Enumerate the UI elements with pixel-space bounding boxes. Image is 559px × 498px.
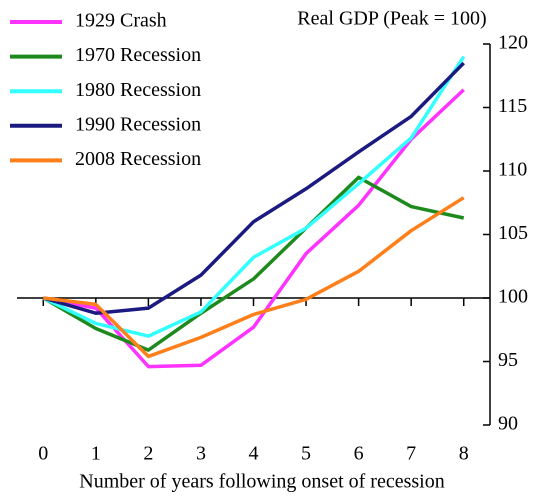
y-tick-label: 100 [498,286,528,308]
y-tick-label: 95 [498,349,518,371]
series-line [42,55,466,338]
x-tick-label: 6 [354,443,364,465]
x-tick-label: 3 [196,443,206,465]
x-tick-label: 8 [459,443,469,465]
y-tick-label: 90 [498,413,518,435]
legend-label: 2008 Recession [75,148,201,170]
x-tick-label: 5 [301,443,311,465]
series-line [42,175,465,352]
x-tick-label: 4 [249,443,259,465]
x-tick-label: 1 [91,443,101,465]
x-tick-label: 7 [406,443,416,465]
series-line [42,61,465,315]
y-tick-label: 105 [498,222,528,244]
legend-label: 1970 Recession [75,44,201,66]
x-tick-label: 2 [143,443,153,465]
chart-title: Real GDP (Peak = 100) [297,8,486,30]
y-tick-label: 120 [498,32,528,54]
legend-label: 1990 Recession [75,113,201,135]
y-tick-label: 110 [498,159,527,181]
series-line [43,196,465,359]
legend-label: 1929 Crash [75,10,167,32]
x-tick-label: 0 [38,443,48,465]
x-axis-title: Number of years following onset of reces… [79,471,444,493]
legend-label: 1980 Recession [75,79,201,101]
y-tick-label: 115 [498,95,527,117]
